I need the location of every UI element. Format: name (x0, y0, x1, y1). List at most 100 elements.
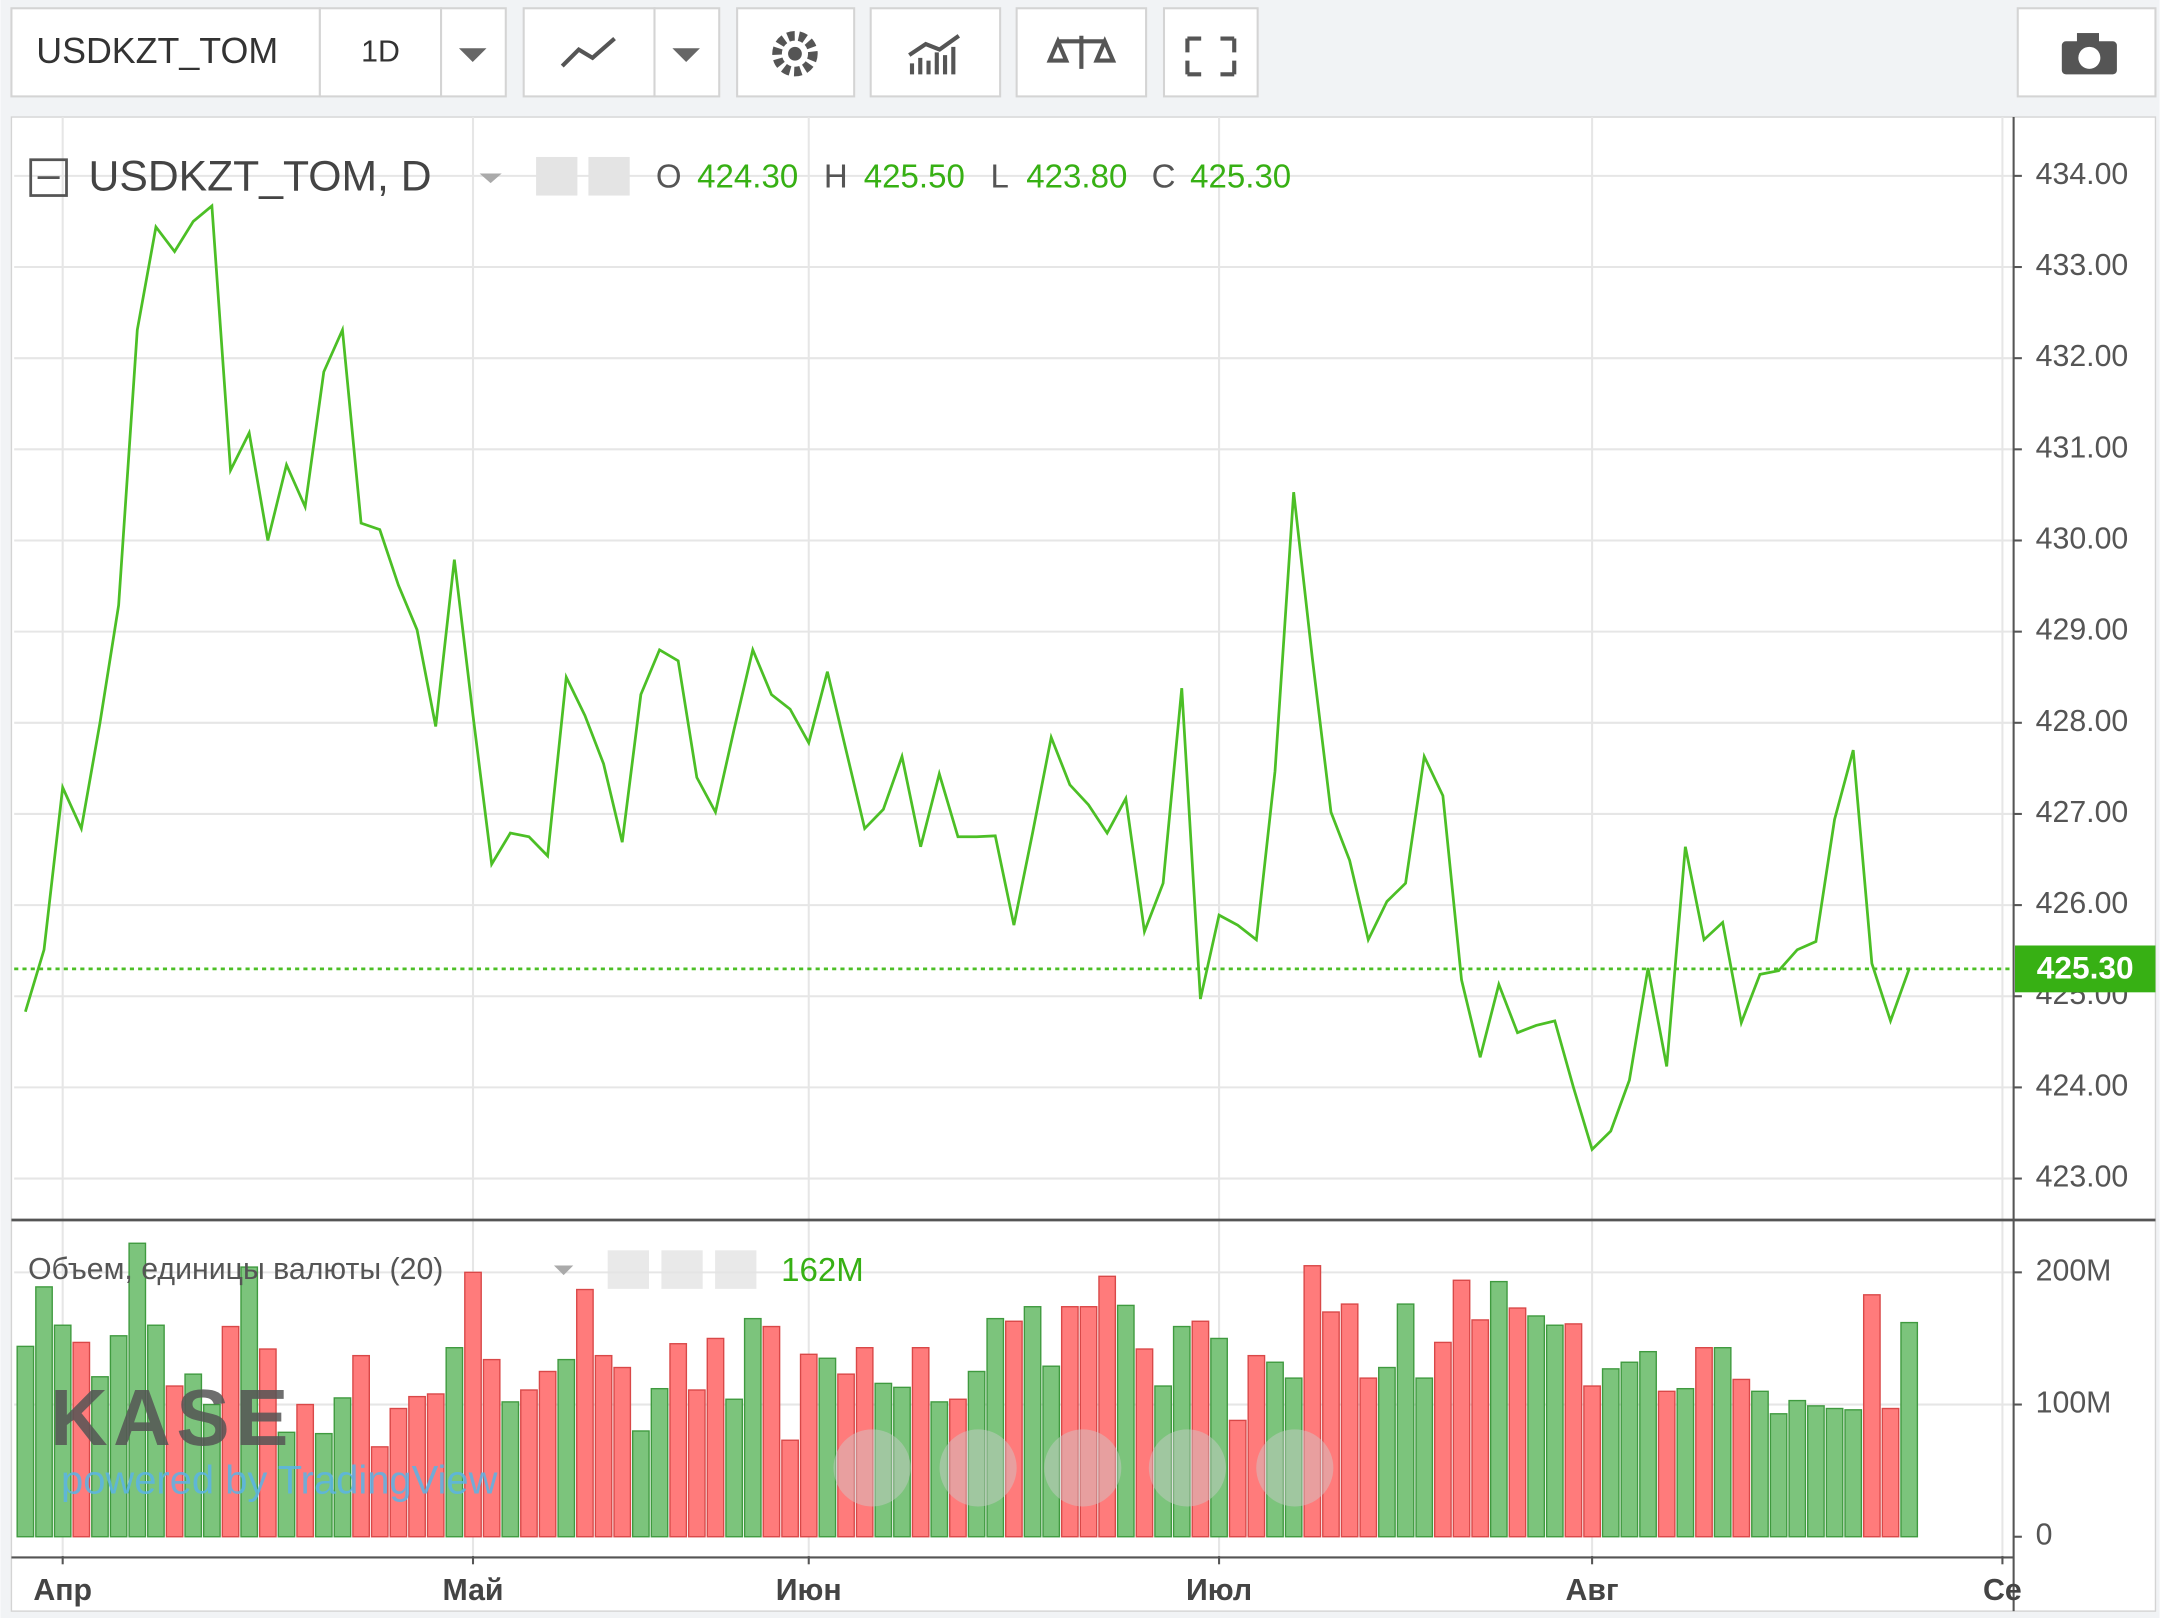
volume-bar (482, 1358, 501, 1538)
volume-bar (1452, 1279, 1471, 1538)
volume-bar (1807, 1405, 1825, 1538)
volume-bar (296, 1403, 315, 1538)
volume-bar (1340, 1303, 1359, 1538)
volume-bar (1116, 1304, 1135, 1538)
volume-bar (1322, 1311, 1340, 1538)
symbol-text: USDKZT_TOM (36, 31, 278, 71)
volume-bar (1639, 1350, 1657, 1538)
volume-bar (370, 1446, 389, 1538)
volume-bar (631, 1430, 650, 1538)
volume-bar (389, 1407, 408, 1538)
reset[interactable] (1044, 1429, 1122, 1507)
volume-bar (1247, 1354, 1266, 1538)
volume-bar (538, 1370, 557, 1538)
volume-bar (799, 1353, 818, 1538)
last-price-tag (2014, 945, 2156, 993)
y-tick-label: 100M (2036, 1387, 2112, 1420)
volume-bar (408, 1395, 426, 1538)
y-tick-label: 432.00 (2036, 340, 2129, 373)
volume-bar (35, 1286, 53, 1538)
volume-bar (464, 1271, 482, 1538)
y-tick-label: 423.00 (2036, 1161, 2129, 1194)
volume-dropdown (553, 1265, 574, 1276)
volume-bar (1359, 1377, 1378, 1538)
volume-bar (874, 1382, 893, 1538)
x-tick-label: Се (1983, 1574, 2022, 1607)
volume-bar (16, 1345, 35, 1538)
ohlc-value: 425.50 (864, 159, 965, 196)
y-tick-label: 433.00 (2036, 249, 2129, 282)
volume-bar (1266, 1361, 1284, 1538)
chart-style-button[interactable] (522, 7, 656, 98)
volume-bar (1060, 1306, 1079, 1538)
x-tick-label: Апр (33, 1574, 92, 1607)
volume-bar (1676, 1387, 1695, 1538)
interval-dropdown[interactable] (440, 7, 507, 98)
volume-bar (1191, 1320, 1210, 1538)
eye-icon[interactable] (536, 156, 578, 196)
y-tick-label: 427.00 (2036, 796, 2129, 829)
volume-bar (837, 1373, 855, 1538)
x-tick-label: Июл (1186, 1574, 1252, 1607)
volume-bar (1396, 1303, 1415, 1538)
gear-icon[interactable] (661, 1250, 703, 1289)
volume-bar (277, 1431, 296, 1538)
volume-bar (986, 1317, 1005, 1538)
gear-center (788, 46, 802, 61)
volume-bar (930, 1401, 949, 1538)
price-line (24, 203, 1911, 1152)
zoom-out[interactable] (939, 1429, 1017, 1507)
volume-value: 162M (781, 1252, 864, 1289)
volume-bar (445, 1347, 464, 1538)
volume-bar (1545, 1324, 1564, 1538)
volume-bar (594, 1354, 613, 1538)
symbol-button[interactable] (10, 7, 321, 98)
volume-bar (557, 1358, 576, 1538)
y-tick-label: 434.00 (2036, 158, 2129, 191)
volume-bar (1079, 1306, 1098, 1538)
volume-bar (1769, 1413, 1788, 1538)
camera-top (2076, 33, 2099, 45)
volume-bar (1713, 1347, 1732, 1538)
volume-bar (1862, 1294, 1881, 1538)
indicators-button[interactable] (869, 7, 1002, 98)
volume-bar (202, 1403, 221, 1538)
volume-bar (109, 1335, 128, 1538)
zoom-in[interactable] (1148, 1429, 1226, 1507)
fullscreen-button[interactable] (1162, 7, 1259, 98)
volume-bar (1042, 1365, 1061, 1538)
volume-bar (314, 1432, 333, 1538)
ohlc-value: 425.30 (1190, 159, 1291, 196)
y-tick-label: 200M (2036, 1254, 2112, 1287)
scroll-left[interactable] (833, 1429, 911, 1507)
scroll-right[interactable] (1256, 1429, 1334, 1507)
y-tick-label: 429.00 (2036, 614, 2129, 647)
volume-bar (669, 1343, 688, 1538)
volume-bar (1135, 1348, 1154, 1538)
y-tick-label: 430.00 (2036, 522, 2129, 555)
close-icon[interactable] (715, 1250, 757, 1289)
collapse-icon[interactable] (29, 158, 68, 197)
gear-icon[interactable] (588, 156, 630, 196)
volume-bar (762, 1325, 781, 1538)
last-price-label: 425.30 (2037, 950, 2134, 986)
volume-bar (1583, 1385, 1601, 1538)
volume-bar (1564, 1323, 1583, 1538)
line-icon (560, 37, 616, 68)
x-tick-label: Май (442, 1574, 503, 1607)
camera-lens (2078, 46, 2101, 69)
volume-bar (240, 1266, 259, 1538)
ohlc-key: O (656, 159, 682, 196)
volume-bar (855, 1347, 874, 1538)
volume-bar (1172, 1325, 1191, 1538)
volume-bar (893, 1386, 911, 1538)
volume-bar (426, 1393, 445, 1538)
volume-bar (967, 1370, 986, 1538)
eye-icon[interactable] (607, 1250, 649, 1289)
interval-text: 1D (361, 36, 400, 69)
volume-bar (818, 1357, 837, 1538)
y-tick-label: 424.00 (2036, 1069, 2129, 1102)
volume-bar (147, 1324, 165, 1538)
volume-bar (72, 1341, 91, 1538)
volume-bar (128, 1242, 147, 1538)
